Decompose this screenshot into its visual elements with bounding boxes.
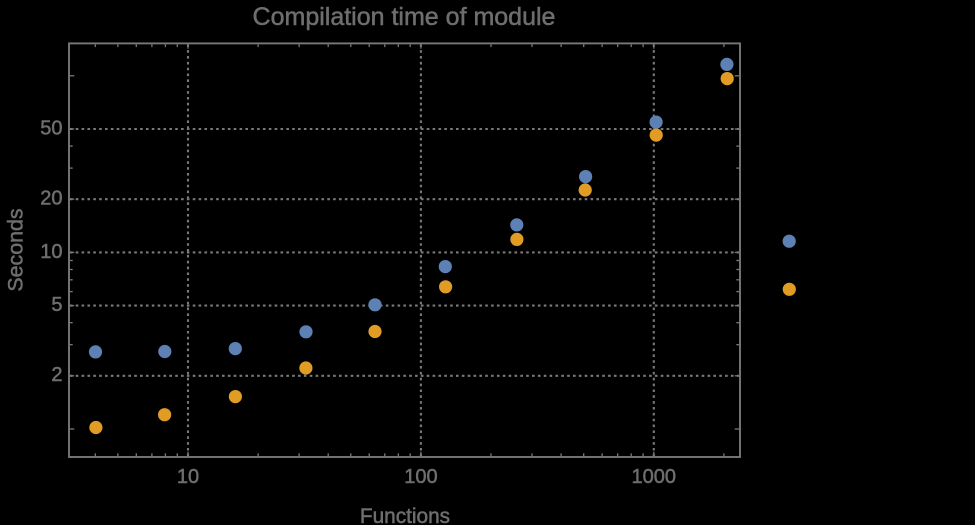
svg-text:5: 5 [51,294,62,316]
svg-text:2: 2 [51,364,62,386]
svg-text:1000: 1000 [632,466,677,488]
svg-text:Functions: Functions [360,505,450,525]
svg-text:20: 20 [40,188,62,210]
svg-text:100: 100 [404,466,437,488]
svg-text:50: 50 [40,117,62,139]
svg-text:Seconds: Seconds [3,208,27,291]
svg-text:10: 10 [177,466,199,488]
svg-text:10: 10 [40,241,62,263]
svg-text:Compilation time of module: Compilation time of module [253,3,556,31]
